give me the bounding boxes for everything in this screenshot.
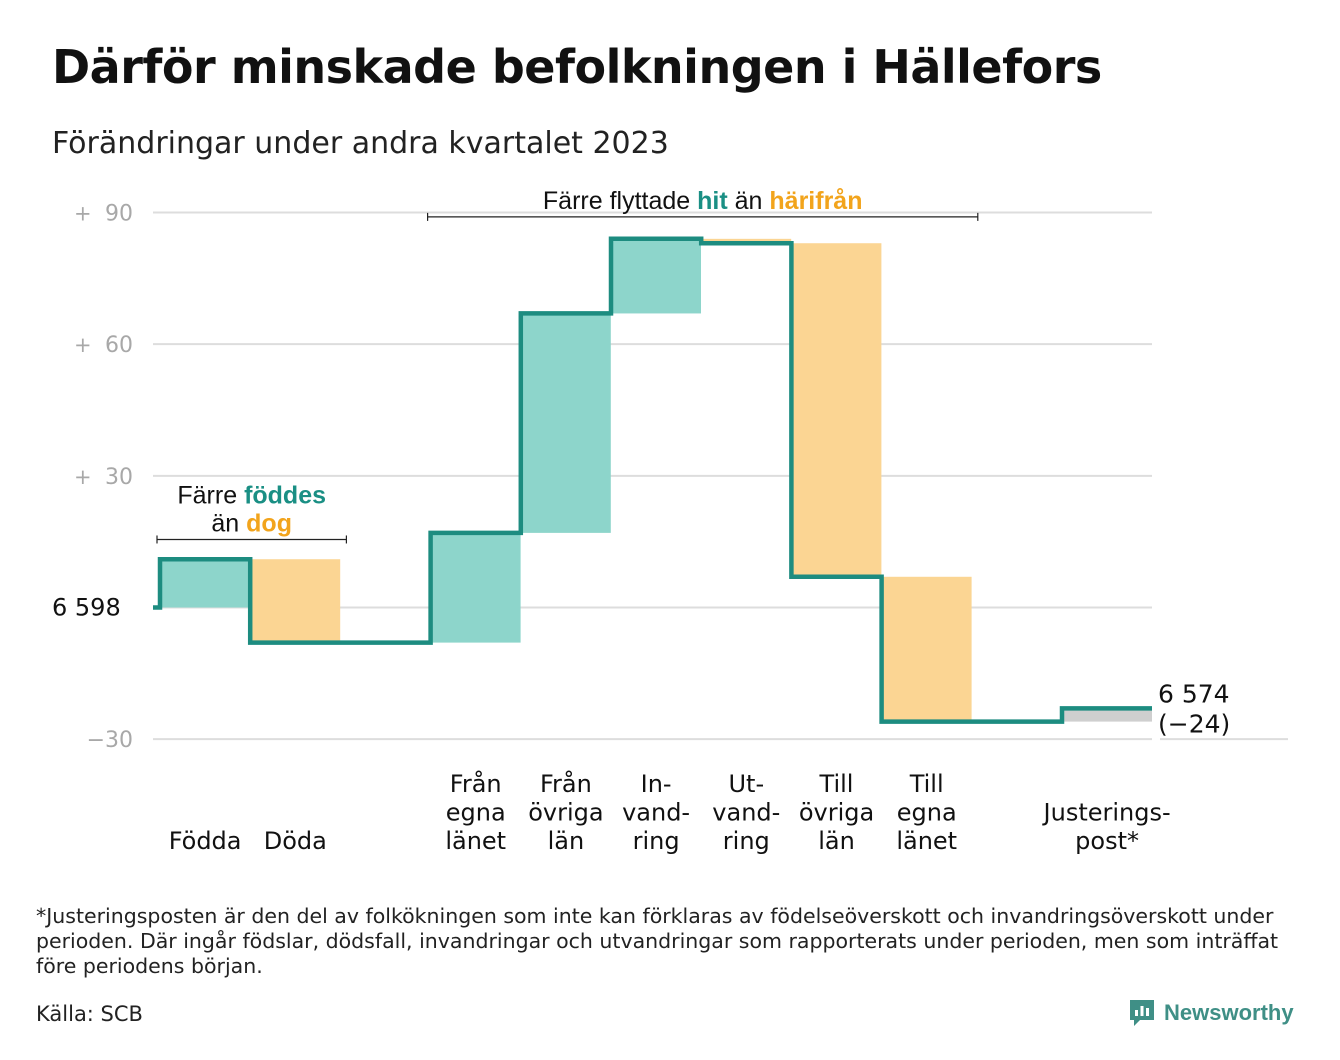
waterfall-bar xyxy=(1062,708,1152,722)
waterfall-bar xyxy=(791,243,882,577)
waterfall-bar xyxy=(881,576,972,722)
end-change-label: (−24) xyxy=(1158,709,1230,738)
newsworthy-logo-icon xyxy=(1130,1000,1154,1026)
category-label: län xyxy=(548,827,585,855)
y-tick-label: 30 xyxy=(105,465,133,490)
brand-logo[interactable]: Newsworthy xyxy=(1128,998,1294,1028)
category-label: ring xyxy=(633,827,680,855)
waterfall-bar xyxy=(611,238,701,314)
category-label: Justerings- xyxy=(1042,799,1171,827)
end-value-label: 6 574 xyxy=(1158,679,1230,708)
cumulative-step-line xyxy=(153,236,1152,724)
category-label: vand- xyxy=(622,799,690,827)
category-label: egna xyxy=(446,799,506,827)
footnote: *Justeringsposten är den del av folkökni… xyxy=(36,904,1279,978)
category-label: län xyxy=(818,827,855,855)
category-label: länet xyxy=(445,827,506,855)
category-label: länet xyxy=(896,827,957,855)
category-label: Födda xyxy=(169,827,242,855)
category-label: egna xyxy=(897,799,957,827)
category-label: övriga xyxy=(528,799,603,827)
waterfall-bar xyxy=(520,313,611,533)
waterfall-chart: +90 + 60 + 30 −30 6 598 6 574(−24) Födda Döda Från… xyxy=(52,187,1288,855)
annotation-text: än dog xyxy=(211,509,292,537)
category-label: post* xyxy=(1075,827,1139,855)
source-label: Källa: SCB xyxy=(36,1002,143,1026)
y-tick-label: 90 xyxy=(105,202,133,227)
y-tick-sign: + xyxy=(74,202,92,226)
brand-name: Newsworthy xyxy=(1164,1000,1294,1025)
category-label: Döda xyxy=(264,827,327,855)
category-label: Ut- xyxy=(728,770,764,798)
waterfall-bar xyxy=(250,559,341,643)
category-label: Från xyxy=(450,769,502,798)
chart-title: Därför minskade befolkningen i Hällefors xyxy=(52,40,1102,94)
y-tick-sign: + xyxy=(74,333,92,357)
y-tick-label: 60 xyxy=(105,333,133,358)
y-tick-sign: + xyxy=(74,465,92,489)
category-label: övriga xyxy=(799,799,874,827)
annotation-text: Färre föddes xyxy=(177,481,326,509)
chart-subtitle: Förändringar under andra kvartalet 2023 xyxy=(52,126,669,161)
category-label: Från xyxy=(540,769,592,798)
category-label: vand- xyxy=(712,799,780,827)
category-label: In- xyxy=(641,770,672,798)
category-label: Till xyxy=(909,770,944,798)
y-tick-label: −30 xyxy=(87,728,133,753)
waterfall-bar xyxy=(430,532,521,643)
waterfall-bar xyxy=(160,559,250,608)
baseline-value-label: 6 598 xyxy=(52,594,121,622)
category-label: ring xyxy=(723,827,770,855)
category-label: Till xyxy=(819,770,854,798)
annotation-text: Färre flyttade hit än härifrån xyxy=(543,187,863,215)
